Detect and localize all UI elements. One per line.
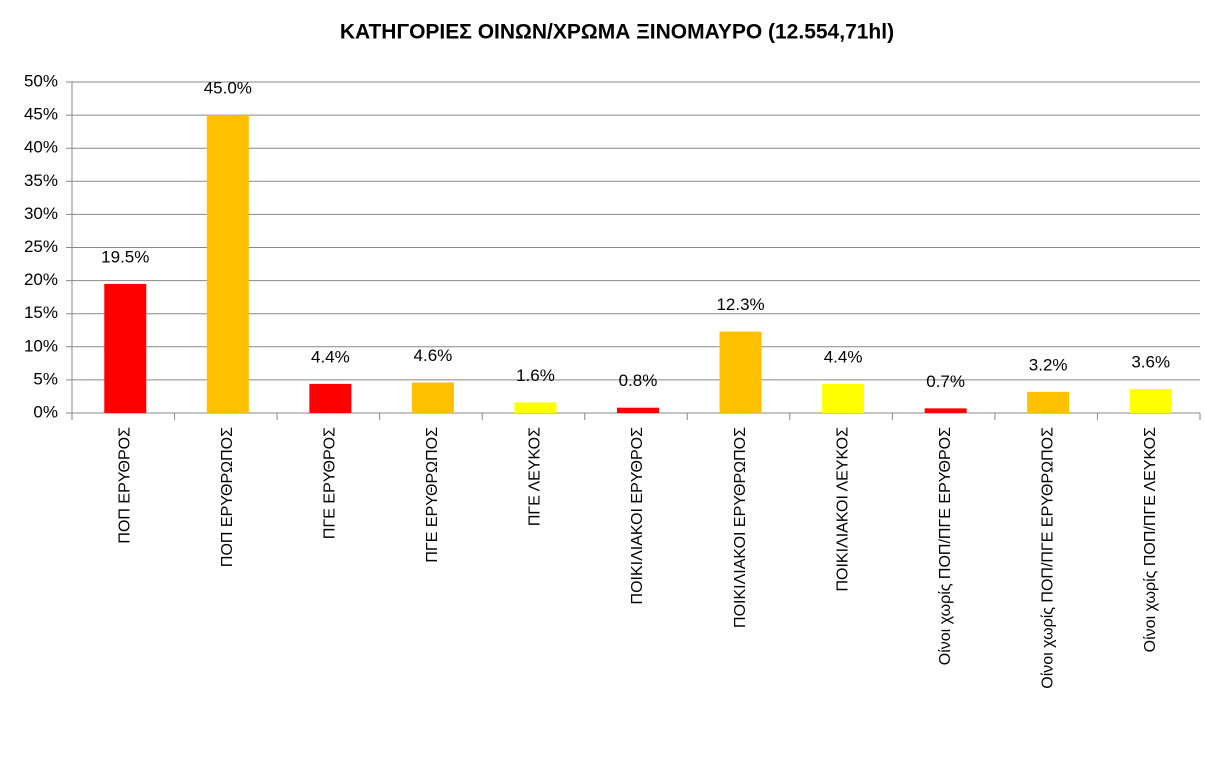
x-tick-label: ΠΟΠ ΕΡΥΘΡΩΠΟΣ xyxy=(219,427,236,567)
y-tick-label: 10% xyxy=(24,336,58,355)
x-tick-label: ΠΟΙΚΙΛΙΑΚΟΙ ΕΡΥΘΡΩΠΟΣ xyxy=(732,427,749,628)
bar xyxy=(1129,389,1172,413)
y-tick-label: 0% xyxy=(33,402,58,421)
y-tick-label: 15% xyxy=(24,303,58,322)
bar xyxy=(617,407,659,413)
data-label: 0.7% xyxy=(926,372,965,391)
bar xyxy=(104,283,147,413)
y-tick-label: 20% xyxy=(24,270,58,289)
x-tick-label: ΠΓΕ ΕΡΥΘΡΟΣ xyxy=(322,427,339,539)
y-tick-label: 5% xyxy=(33,369,58,388)
x-tick-label: Οίνοι χωρίς ΠΟΠ/ΠΓΕ ΕΡΥΘΡΩΠΟΣ xyxy=(1039,427,1056,689)
y-tick-label: 30% xyxy=(24,204,58,223)
bar xyxy=(514,402,557,413)
data-label: 3.6% xyxy=(1131,353,1170,372)
chart-title: ΚΑΤΗΓΟΡΙΕΣ ΟΙΝΩΝ/ΧΡΩΜΑ ΞΙΝΟΜΑΥΡΟ (12.554… xyxy=(340,21,894,44)
data-label: 3.2% xyxy=(1029,355,1068,374)
x-tick-label: ΠΟΙΚΙΛΙΑΚΟΙ ΕΡΥΘΡΟΣ xyxy=(629,427,646,605)
bar xyxy=(206,115,249,413)
y-tick-label: 35% xyxy=(24,171,58,190)
data-label: 4.4% xyxy=(311,347,350,366)
bar xyxy=(924,408,967,413)
data-label: 1.6% xyxy=(516,366,555,385)
y-tick-label: 45% xyxy=(24,105,58,124)
data-label: 19.5% xyxy=(101,247,149,266)
data-label: 12.3% xyxy=(716,295,764,314)
data-label: 4.6% xyxy=(414,346,453,365)
x-tick-label: ΠΟΙΚΙΛΙΑΚΟΙ ΛΕΥΚΟΣ xyxy=(834,427,851,592)
x-tick-label: Οίνοι χωρίς ΠΟΠ/ΠΓΕ ΕΡΥΘΡΟΣ xyxy=(937,427,954,665)
x-tick-label: Οίνοι χωρίς ΠΟΠ/ΠΓΕ ΛΕΥΚΟΣ xyxy=(1142,427,1159,652)
y-tick-label: 50% xyxy=(24,71,58,90)
bar xyxy=(309,383,352,413)
bar xyxy=(1027,391,1070,413)
x-tick-label: ΠΓΕ ΕΡΥΘΡΩΠΟΣ xyxy=(424,427,441,563)
bar xyxy=(719,331,762,413)
data-label: 0.8% xyxy=(619,371,658,390)
x-tick-label: ΠΓΕ ΛΕΥΚΟΣ xyxy=(527,427,544,526)
data-label: 4.4% xyxy=(824,347,863,366)
data-label: 45.0% xyxy=(204,79,252,98)
x-tick-label: ΠΟΠ ΕΡΥΘΡΟΣ xyxy=(116,427,133,544)
bar xyxy=(822,383,865,413)
y-tick-label: 25% xyxy=(24,237,58,256)
bar xyxy=(411,382,454,413)
y-tick-label: 40% xyxy=(24,138,58,157)
